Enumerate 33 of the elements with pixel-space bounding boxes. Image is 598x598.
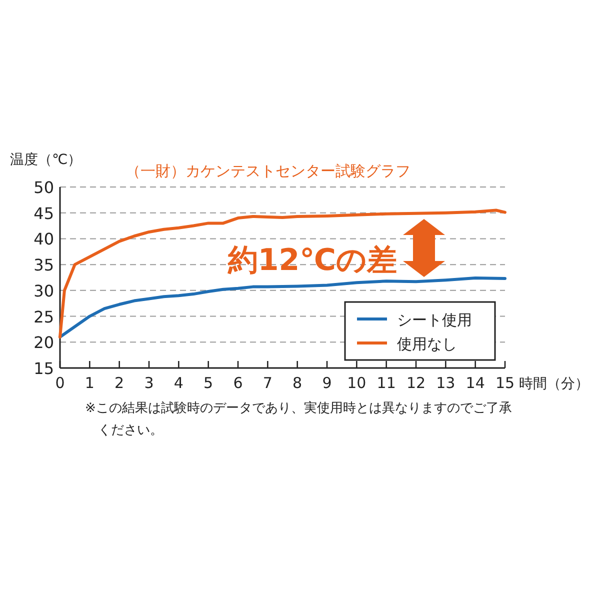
- y-axis-title: 温度（℃）: [10, 152, 82, 168]
- line-series: [58, 276, 506, 338]
- y-tick-label: 50: [34, 178, 54, 197]
- y-tick-label: 15: [34, 359, 54, 378]
- x-tick-label: 12: [406, 374, 426, 392]
- x-axis-title: 時間（分）: [519, 376, 589, 392]
- chart-title: （一財）カケンテストセンター試験グラフ: [126, 162, 410, 180]
- text: ※この結果は試験時のデータであり、実使用時とは異なりますのでご了承ください。: [85, 400, 513, 440]
- x-tick-label: 7: [262, 374, 272, 392]
- y-tick-label: 25: [34, 307, 54, 326]
- y-tick-label: 40: [34, 230, 54, 249]
- x-tick-label: 8: [292, 374, 302, 392]
- y-tick-label: 20: [34, 333, 54, 352]
- x-tick-label: 0: [55, 374, 65, 392]
- x-tick-label: 14: [466, 374, 485, 392]
- line-series: [58, 208, 506, 338]
- x-tick-label: 13: [436, 374, 456, 392]
- x-tick-label: 9: [322, 374, 332, 392]
- legend-label: 使用なし: [397, 335, 457, 353]
- x-tick-label: 4: [174, 374, 184, 392]
- x-tick-label: 6: [233, 374, 243, 392]
- x-tick-label: 11: [376, 374, 396, 392]
- x-tick-label: 15: [495, 374, 515, 392]
- y-tick-label: 35: [34, 256, 54, 275]
- legend-label: シート使用: [397, 311, 472, 329]
- x-tick-label: 10: [347, 374, 366, 392]
- x-tick-label: 3: [144, 374, 154, 392]
- x-tick-label: 2: [114, 374, 124, 392]
- y-tick-label: 45: [34, 204, 54, 223]
- y-tick-label: 30: [34, 281, 54, 300]
- x-tick-label: 5: [204, 374, 214, 392]
- x-tick-label: 1: [84, 374, 94, 392]
- annotation: 約12℃の差: [226, 243, 397, 278]
